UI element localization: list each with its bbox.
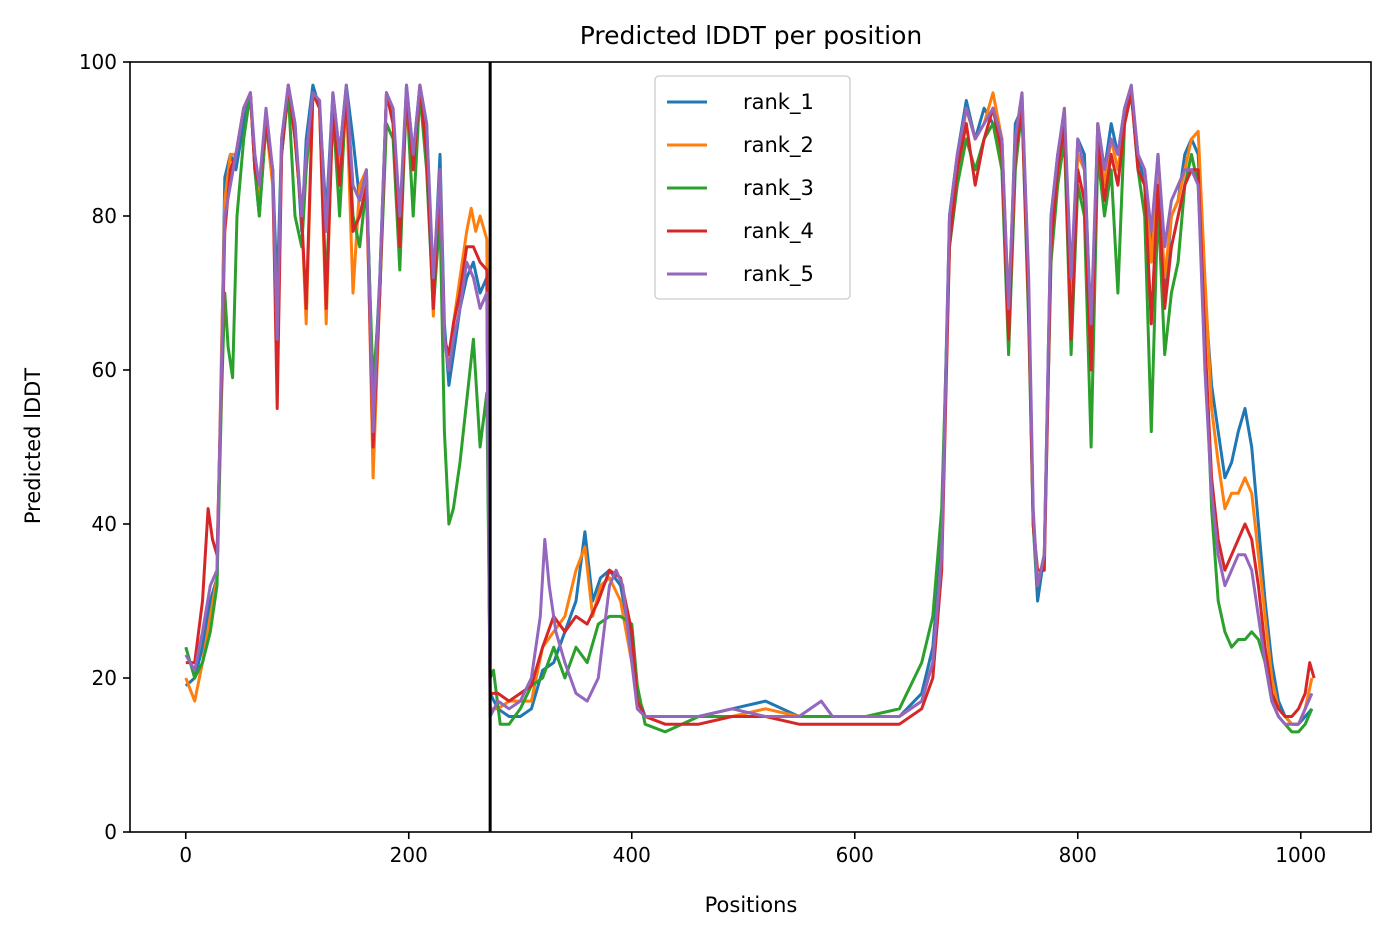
y-tick-label: 0 (104, 820, 117, 844)
series-layer (184, 62, 1316, 832)
legend-label: rank_2 (743, 133, 814, 158)
series-line-rank-4 (185, 83, 1316, 726)
x-tick-label: 0 (179, 843, 192, 867)
x-axis-title: Positions (705, 893, 798, 917)
axes-layer: 0 200 400 600 800 1000 0 20 40 60 80 100 (79, 50, 1372, 867)
x-tick-label: 800 (1059, 843, 1097, 867)
legend-label: rank_3 (743, 176, 814, 201)
legend: rank_1 rank_2 rank_3 rank_4 rank_5 (654, 75, 851, 300)
y-tick-label: 60 (92, 358, 117, 382)
y-axis-title: Predicted lDDT (21, 368, 45, 524)
y-tick-label: 40 (92, 512, 117, 536)
y-tick-label: 20 (92, 666, 117, 690)
x-tick-label: 200 (390, 843, 428, 867)
series-line-rank-5 (184, 83, 1314, 726)
y-tick-label: 80 (92, 204, 117, 228)
x-tick-label: 400 (613, 843, 651, 867)
legend-label: rank_5 (743, 262, 814, 287)
x-tick-label: 600 (836, 843, 874, 867)
y-tick-label: 100 (79, 50, 117, 74)
legend-label: rank_1 (743, 90, 814, 115)
chart-title: Predicted lDDT per position (580, 21, 922, 50)
legend-label: rank_4 (743, 219, 814, 244)
plot-frame (129, 61, 1372, 833)
x-tick-label: 1000 (1275, 843, 1326, 867)
legend-box (654, 75, 851, 300)
